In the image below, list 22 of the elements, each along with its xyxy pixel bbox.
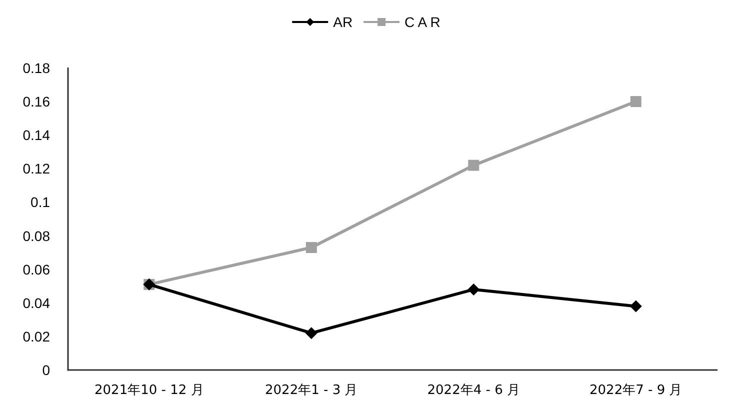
point [468, 160, 480, 171]
y-tick-label: 0.04 [22, 294, 50, 311]
x-tick-label: 2022年4 - 6 月 [427, 383, 520, 398]
y-tick-label: 0.1 [30, 194, 50, 210]
point [468, 283, 480, 296]
point [630, 96, 642, 108]
y-tick-label: 0.02 [22, 328, 50, 344]
y-tick-label: 0.14 [22, 127, 50, 144]
y-tick-label: 0.12 [22, 160, 50, 177]
y-tick-label: 0.16 [22, 94, 50, 110]
point [305, 327, 318, 340]
point [630, 300, 642, 312]
point [306, 242, 317, 254]
y-tick-label: 0.06 [22, 261, 50, 278]
x-tick-label: 2021年10 - 12 月 [94, 383, 204, 398]
y-tick-label: 0.08 [22, 228, 50, 244]
legend-label: C A R [404, 14, 440, 30]
x-tick-label: 2022年1 - 3 月 [265, 383, 358, 398]
x-tick-label: 2022年7 - 9 月 [590, 383, 682, 398]
y-tick-label: 0.18 [22, 60, 50, 76]
legend-label: AR [333, 14, 353, 30]
y-tick-label: 0 [42, 362, 50, 378]
